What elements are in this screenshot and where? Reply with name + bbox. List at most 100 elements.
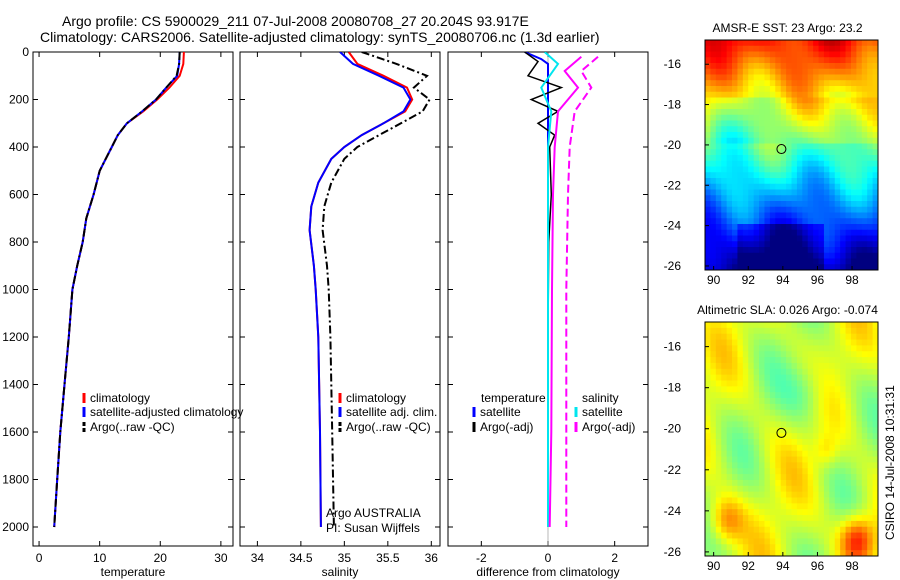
heatmap-cell xyxy=(813,224,819,231)
heatmap-cell xyxy=(715,544,722,551)
heatmap-cell xyxy=(867,362,873,370)
heatmap-cell xyxy=(867,409,873,416)
heatmap-cell xyxy=(742,421,749,428)
heatmap-cell xyxy=(807,409,814,416)
heatmap-cell xyxy=(796,68,803,75)
heatmap-cell xyxy=(845,497,852,504)
heatmap-cell xyxy=(861,166,868,173)
heatmap-cell xyxy=(850,386,857,393)
heatmap-cell xyxy=(769,538,776,545)
heatmap-cell xyxy=(823,456,830,463)
heatmap-cell xyxy=(780,229,787,236)
heatmap-cell xyxy=(780,509,787,516)
heatmap-cell xyxy=(845,503,852,510)
heatmap-cell xyxy=(769,160,776,167)
heatmap-cell xyxy=(705,40,711,47)
heatmap-cell xyxy=(753,468,760,475)
heatmap-cell xyxy=(834,189,841,196)
heatmap-cell xyxy=(721,351,728,358)
heatmap-cell xyxy=(818,86,825,93)
heatmap-cell xyxy=(737,479,744,487)
heatmap-cell xyxy=(715,503,722,510)
heatmap-cell xyxy=(867,444,873,452)
heatmap-cell xyxy=(748,57,755,64)
heatmap-cell xyxy=(780,468,787,475)
heatmap-cell xyxy=(867,51,873,58)
heatmap-cell xyxy=(737,166,744,173)
y-tick-label: 0 xyxy=(22,45,29,59)
heatmap-cell xyxy=(764,322,771,329)
legend-temp-sat-label: satellite-adjusted climatology xyxy=(90,405,243,419)
heatmap-cell xyxy=(823,509,830,516)
heatmap-cell xyxy=(872,137,879,144)
heatmap-cell xyxy=(796,45,803,52)
heatmap-cell xyxy=(764,333,771,340)
heatmap-cell xyxy=(769,503,776,510)
heatmap-cell xyxy=(818,427,825,434)
heatmap-cell xyxy=(705,450,711,457)
heatmap-cell xyxy=(796,345,803,352)
heatmap-cell xyxy=(742,456,749,463)
heatmap-cell xyxy=(861,526,868,533)
heatmap-cell xyxy=(829,172,836,179)
heatmap-cell xyxy=(759,550,765,557)
heatmap-cell xyxy=(829,155,836,162)
heatmap-cell xyxy=(796,444,803,452)
heatmap-cell xyxy=(737,374,744,381)
heatmap-cell xyxy=(818,526,825,533)
heatmap-cell xyxy=(775,160,782,167)
series-group xyxy=(308,52,431,528)
heatmap-cell xyxy=(796,327,803,335)
heatmap-cell xyxy=(710,235,717,242)
heatmap-cell xyxy=(710,120,717,127)
heatmap-cell xyxy=(829,374,836,381)
heatmap-cell xyxy=(802,403,809,411)
heatmap-cell xyxy=(715,398,722,405)
heatmap-cell xyxy=(726,189,733,196)
heatmap-cell xyxy=(861,544,868,551)
heatmap-cell xyxy=(742,322,749,329)
heatmap-cell xyxy=(834,462,841,469)
heatmap-cell xyxy=(856,398,863,405)
heatmap-cell xyxy=(818,538,825,545)
heatmap-cell xyxy=(769,155,776,162)
heatmap-cell xyxy=(775,189,782,196)
heatmap-cell xyxy=(861,327,868,335)
heatmap-cell xyxy=(813,474,819,481)
heatmap-cell xyxy=(732,97,738,104)
heatmap-cell xyxy=(710,109,717,116)
heatmap-cell xyxy=(753,91,760,98)
panel-temperature: 0 10 20 30020040060080010001200140016001800… xyxy=(2,45,234,579)
heatmap-cell xyxy=(856,86,863,93)
heatmap-cell xyxy=(850,368,857,376)
series-line-argo_sal xyxy=(565,56,599,527)
heatmap-cell xyxy=(840,398,846,405)
heatmap-cell xyxy=(775,68,782,75)
heatmap-cell xyxy=(775,86,782,93)
heatmap-cell xyxy=(823,258,830,265)
heatmap-cell xyxy=(775,178,782,185)
heatmap-cell xyxy=(840,212,846,219)
heatmap-cell xyxy=(737,550,744,557)
heatmap-cell xyxy=(786,40,792,47)
heatmap-cell xyxy=(710,380,717,387)
heatmap-cell xyxy=(807,149,814,156)
heatmap-cell xyxy=(721,114,728,121)
heatmap-cell xyxy=(786,172,792,179)
heatmap-cell xyxy=(802,137,809,144)
heatmap-cell xyxy=(737,74,744,81)
heatmap-cell xyxy=(856,403,863,411)
heatmap-cell xyxy=(791,91,798,98)
heatmap-cell xyxy=(840,247,846,254)
heatmap-cell xyxy=(737,333,744,340)
heatmap-cell xyxy=(813,149,819,156)
heatmap-cell xyxy=(829,368,836,376)
heatmap-cell xyxy=(769,392,776,399)
series-group xyxy=(53,52,185,528)
heatmap-cell xyxy=(791,74,798,81)
heatmap-cell xyxy=(786,515,792,522)
heatmap-cell xyxy=(786,380,792,387)
heatmap-cell xyxy=(834,427,841,434)
heatmap-cell xyxy=(818,235,825,242)
heatmap-cell xyxy=(775,80,782,87)
